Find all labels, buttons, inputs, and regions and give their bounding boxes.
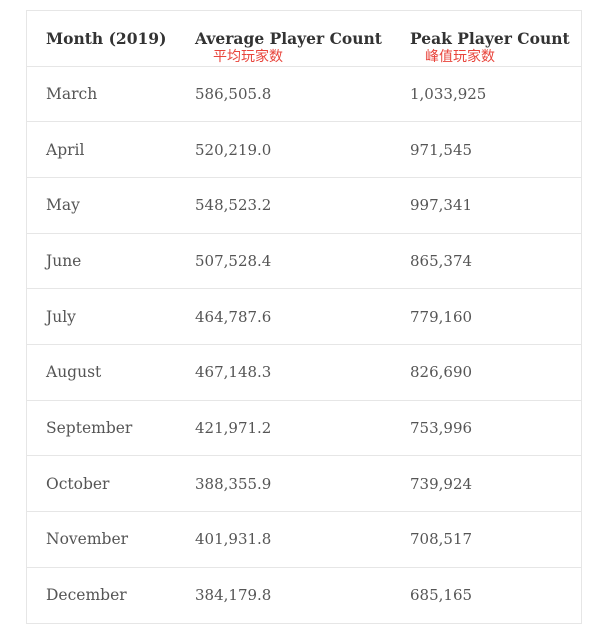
header-average-label: Average Player Count xyxy=(195,28,382,48)
cell-month: April xyxy=(27,121,176,178)
cell-average: 467,148.3 xyxy=(176,344,391,401)
header-peak-label: Peak Player Count xyxy=(410,28,570,48)
cell-month: October xyxy=(27,455,176,512)
table-row: August 467,148.3 826,690 xyxy=(27,344,581,401)
data-table: Month (2019) Average Player Count 平均玩家数 … xyxy=(27,11,581,623)
cell-average: 507,528.4 xyxy=(176,233,391,290)
table-row: May 548,523.2 997,341 xyxy=(27,177,581,234)
table-row: September 421,971.2 753,996 xyxy=(27,400,581,457)
header-month-label: Month (2019) xyxy=(46,28,167,48)
cell-month: July xyxy=(27,288,176,345)
cell-month: May xyxy=(27,177,176,234)
cell-average: 520,219.0 xyxy=(176,121,391,178)
table-header: Month (2019) Average Player Count 平均玩家数 … xyxy=(27,11,581,67)
table-body: March 586,505.8 1,033,925 April 520,219.… xyxy=(27,66,581,623)
cell-peak: 685,165 xyxy=(410,586,473,605)
cell-peak: 997,341 xyxy=(391,177,581,234)
cell-average: 464,787.6 xyxy=(176,288,391,345)
cell-peak: 865,374 xyxy=(391,233,581,290)
cell-peak: 739,924 xyxy=(391,455,581,512)
cell-peak: 753,996 xyxy=(391,400,581,457)
header-peak: Peak Player Count 峰值玩家数 xyxy=(391,11,581,67)
table-row: December 384,179.8 685,165 xyxy=(27,567,581,623)
table-row: July 464,787.6 779,160 xyxy=(27,288,581,345)
cell-peak: 779,160 xyxy=(391,288,581,345)
cell-month: August xyxy=(27,344,176,401)
cell-month: June xyxy=(27,233,176,290)
cell-average: 388,355.9 xyxy=(176,455,391,512)
player-count-table: Month (2019) Average Player Count 平均玩家数 … xyxy=(26,10,582,624)
cell-month: November xyxy=(27,511,176,568)
annotation-average: 平均玩家数 xyxy=(213,49,283,65)
cell-average: 548,523.2 xyxy=(176,177,391,234)
cell-peak: 708,517 xyxy=(391,511,581,568)
header-average: Average Player Count 平均玩家数 xyxy=(176,11,391,67)
cell-average: 586,505.8 xyxy=(176,66,391,123)
cell-peak: 971,545 xyxy=(391,121,581,178)
table-row: March 586,505.8 1,033,925 xyxy=(27,66,581,123)
table-row: October 388,355.9 739,924 xyxy=(27,455,581,512)
table-row: June 507,528.4 865,374 xyxy=(27,233,581,290)
cell-average: 421,971.2 xyxy=(176,400,391,457)
header-month: Month (2019) xyxy=(27,11,176,67)
cell-month: March xyxy=(27,66,176,123)
cell-average: 401,931.8 xyxy=(176,511,391,568)
annotation-peak: 峰值玩家数 xyxy=(425,49,495,65)
cell-peak: 1,033,925 xyxy=(391,66,581,123)
cell-month: December xyxy=(46,586,127,605)
table-row: November 401,931.8 708,517 xyxy=(27,511,581,568)
cell-month: September xyxy=(27,400,176,457)
cell-peak: 826,690 xyxy=(391,344,581,401)
header-row: Month (2019) Average Player Count 平均玩家数 … xyxy=(27,11,581,67)
cell-average: 384,179.8 xyxy=(195,586,272,605)
table-row: April 520,219.0 971,545 xyxy=(27,121,581,178)
